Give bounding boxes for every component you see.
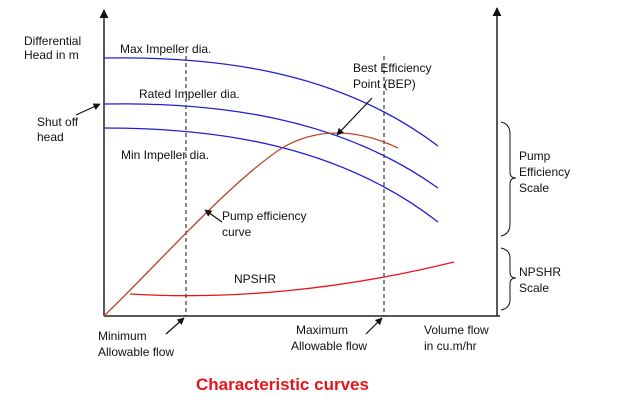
shut-off-arrow xyxy=(75,103,101,116)
eff-scale-label-line1: Pump xyxy=(519,149,551,163)
max-flow-label-line2: Allowable flow xyxy=(291,339,367,353)
npshr-scale-label-line1: NPSHR xyxy=(519,265,561,279)
y-axis-label-line1: Differential xyxy=(24,34,81,48)
y-axis-label-line2: Head in m xyxy=(24,48,79,62)
min-flow-label-line2: Allowable flow xyxy=(98,345,174,359)
diagram-title: Characteristic curves xyxy=(196,375,369,394)
bep-arrow xyxy=(336,97,373,136)
npshr-curve xyxy=(129,261,455,297)
pump-efficiency-arrow xyxy=(204,209,223,223)
efficiency-scale-bracket xyxy=(500,121,517,237)
min-impeller-label: Min Impeller dia. xyxy=(121,148,209,162)
max-impeller-head-curve xyxy=(103,57,439,147)
bep-label-line1: Best Efficiency xyxy=(353,61,431,75)
pump-efficiency-curve xyxy=(103,132,399,317)
pump-efficiency-label-line2: curve xyxy=(222,225,252,239)
eff-scale-label-line3: Scale xyxy=(519,181,549,195)
pump-efficiency-label-line1: Pump efficiency xyxy=(222,209,307,223)
max-flow-label-line1: Maximum xyxy=(296,323,348,337)
min-impeller-head-curve xyxy=(103,127,439,223)
min-flow-label-line1: Minimum xyxy=(98,329,147,343)
eff-scale-label-line2: Efficiency xyxy=(519,165,570,179)
max-flow-arrow xyxy=(365,317,383,335)
x-axis-label-line1: Volume flow xyxy=(424,323,489,337)
max-impeller-label: Max Impeller dia. xyxy=(120,42,211,56)
bep-label-line2: Point (BEP) xyxy=(353,77,416,91)
shut-off-label-line2: head xyxy=(37,130,64,144)
min-flow-arrow xyxy=(165,317,185,335)
shut-off-label-line1: Shut off xyxy=(37,115,79,129)
x-axis-label-line2: in cu.m/hr xyxy=(424,339,477,353)
rated-impeller-head-curve xyxy=(103,103,439,189)
npshr-scale-label-line2: Scale xyxy=(519,281,549,295)
npshr-label: NPSHR xyxy=(234,272,276,286)
npshr-scale-bracket xyxy=(500,247,517,311)
rated-impeller-label: Rated Impeller dia. xyxy=(139,87,240,101)
